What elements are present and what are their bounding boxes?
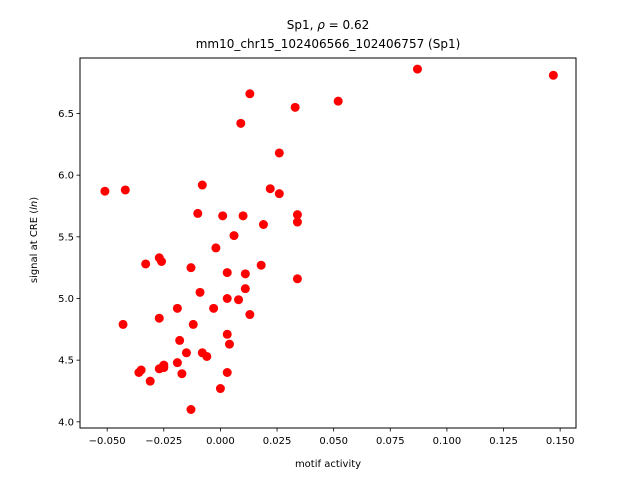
scatter-point [292,217,302,227]
scatter-point [224,339,234,349]
scatter-point [274,148,284,158]
scatter-point [172,303,182,313]
y-tick-label: 5.5 [58,232,74,243]
scatter-point [256,260,266,270]
scatter-point [274,189,284,199]
scatter-point [145,376,155,386]
scatter-point [186,405,196,414]
scatter-point [177,369,187,379]
x-tick-label: 0.050 [319,436,348,447]
x-tick-label: 0.125 [489,436,518,447]
scatter-point [240,269,250,279]
chart-title-line1: Sp1, ρ = 0.62 [287,18,370,32]
x-axis: −0.050 −0.025 0.000 0.025 0.050 0.075 0.100 0.1… [89,428,575,447]
y-tick-label: 6.0 [58,171,74,182]
scatter-point [222,268,232,278]
scatter-point [218,211,228,221]
scatter-point [120,185,130,195]
x-tick-label: −0.025 [145,436,182,447]
y-tick-label: 4.5 [58,356,74,367]
scatter-point [229,231,239,241]
scatter-point [292,274,302,284]
scatter-point [157,257,167,266]
scatter-point [202,351,212,361]
scatter-point [118,319,128,329]
scatter-point [188,319,198,329]
axes-frame [79,57,577,429]
scatter-point [245,310,255,320]
scatter-point [154,313,164,323]
scatter-point [265,184,275,194]
x-tick-label: 0.150 [546,436,575,447]
scatter-point [136,365,146,375]
scatter-point [222,368,232,377]
x-tick-label: −0.050 [89,436,126,447]
scatter-point [245,89,255,99]
y-tick-label: 4.0 [58,417,74,428]
scatter-point [159,360,169,370]
y-axis: 4.0 4.5 5.0 5.5 6.0 6.5 [58,109,80,428]
scatter-point [100,186,110,196]
scatter-point [175,335,185,345]
x-tick-label: 0.100 [433,436,462,447]
data-points [100,64,558,414]
scatter-point [412,64,422,74]
scatter-point [197,180,207,190]
chart-title-line2: mm10_chr15_102406566_102406757 (Sp1) [196,37,461,51]
scatter-point [222,294,232,303]
y-axis-label: signal at CRE (ln) [29,197,40,283]
scatter-point [186,263,196,273]
x-tick-label: 0.025 [263,436,292,447]
scatter-point [193,208,203,218]
x-axis-label: motif activity [295,459,361,470]
scatter-point [548,70,558,80]
scatter-point [215,384,225,394]
y-tick-label: 6.5 [58,109,74,120]
scatter-point [292,210,302,220]
scatter-point [238,211,248,221]
scatter-point [240,284,250,294]
scatter-point [195,287,205,297]
scatter-point [181,348,191,358]
scatter-point [290,102,300,112]
scatter-point [172,358,182,368]
scatter-point [236,118,246,128]
scatter-point [209,303,219,313]
scatter-point [222,329,232,339]
scatter-point [234,295,244,305]
scatter-point [333,96,343,106]
x-tick-label: 0.000 [206,436,235,447]
x-tick-label: 0.075 [376,436,405,447]
y-tick-label: 5.0 [58,294,74,305]
scatter-point [211,243,221,253]
scatter-point [258,220,268,229]
scatter-point [141,259,151,269]
